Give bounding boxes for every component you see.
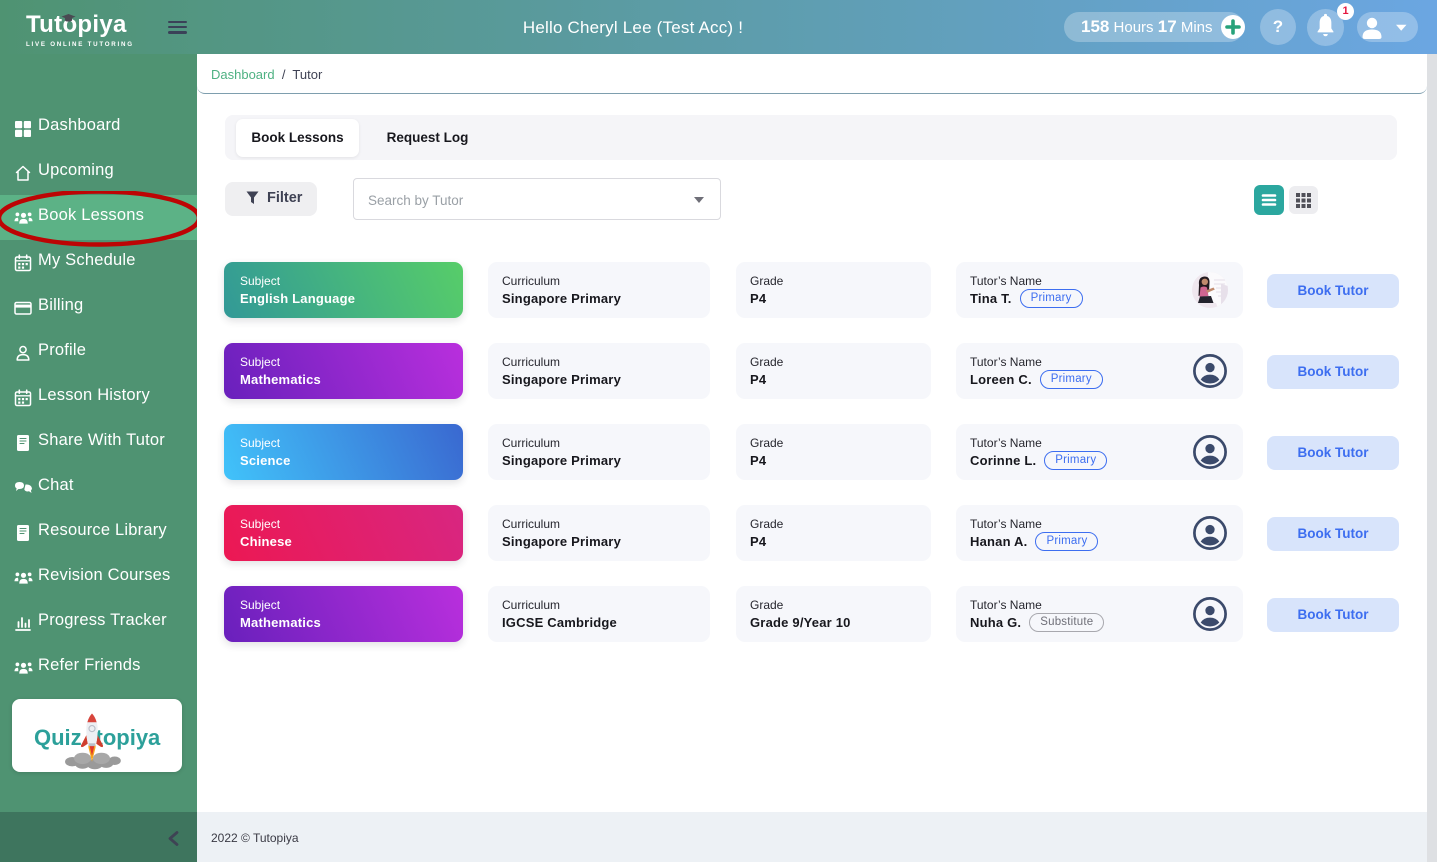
svg-text:topiya: topiya xyxy=(96,725,162,750)
svg-text:Quiz: Quiz xyxy=(34,725,82,750)
